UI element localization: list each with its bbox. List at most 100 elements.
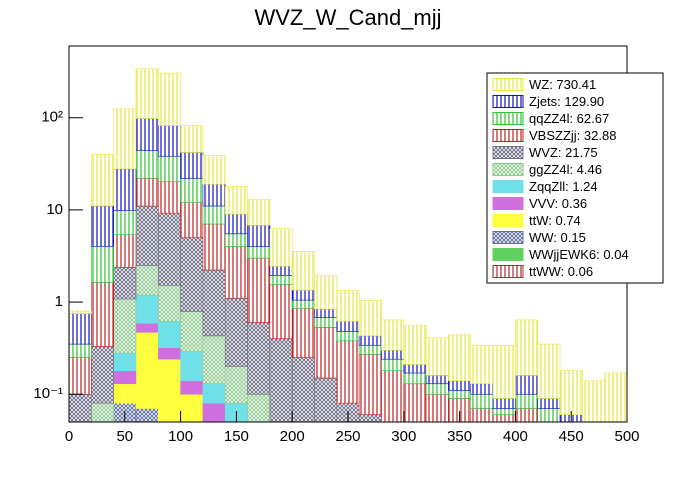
bar-segment (202, 155, 226, 185)
bar-segment (269, 275, 293, 285)
bar-segment (515, 375, 539, 395)
x-tick-label: 500 (614, 428, 639, 445)
bar-segment (224, 186, 248, 215)
bar-segment (180, 202, 204, 239)
x-tick-label: 0 (65, 428, 73, 445)
bar-segment (582, 380, 605, 423)
bar-segment (515, 319, 539, 376)
bar-segment (135, 322, 159, 333)
bar-segment (537, 343, 561, 399)
bar-segment (202, 269, 226, 337)
bar-segment (314, 308, 338, 318)
bar-segment (180, 237, 204, 312)
y-tick-label: 10 (46, 201, 63, 218)
x-tick-label: 200 (280, 428, 305, 445)
legend-swatch (492, 95, 524, 108)
bar-segment (113, 108, 137, 170)
x-tick-label: 400 (503, 428, 528, 445)
bar-segment (358, 414, 382, 423)
legend-swatch (492, 112, 524, 125)
bar-segment (113, 298, 137, 354)
bar-segment (68, 313, 92, 345)
bar-segment (492, 414, 516, 423)
bar-segment (247, 246, 271, 259)
bar-segment (470, 344, 494, 385)
bar-segment (336, 320, 360, 332)
bar-segment (68, 310, 92, 314)
x-tick-label: 250 (335, 428, 360, 445)
bar-segment (157, 320, 181, 348)
bar-segment (425, 393, 449, 423)
bar-segment (515, 408, 539, 423)
legend-label: WWjjEWK6: 0.04 (529, 247, 629, 262)
legend-swatch (492, 214, 524, 227)
bar-segment (202, 402, 226, 423)
legend-swatch (492, 231, 524, 244)
bar-segment (492, 344, 516, 399)
bar-segment (202, 183, 226, 207)
legend-label: WVZ: 21.75 (529, 145, 598, 160)
bar-segment (247, 322, 271, 395)
bar-segment (91, 282, 114, 347)
bar-segment (381, 370, 405, 423)
bar-segment (224, 297, 248, 367)
bar-segment (180, 380, 204, 395)
bar-segment (336, 290, 360, 322)
bar-segment (135, 118, 159, 151)
legend-swatch (492, 129, 524, 142)
bar-segment (224, 213, 248, 235)
bar-segment (470, 383, 494, 395)
bar-segment (157, 181, 181, 214)
bar-segment (157, 358, 181, 423)
bar-segment (492, 398, 516, 409)
bar-segment (91, 402, 114, 423)
bar-segment (403, 364, 427, 374)
bar-segment (157, 72, 181, 126)
legend-swatch (492, 78, 524, 91)
bar-segment (202, 205, 226, 225)
bar-segment (224, 246, 248, 299)
bar-segment (448, 390, 472, 399)
bar-segment (91, 154, 114, 207)
bar-segment (537, 408, 561, 423)
bar-segment (135, 150, 159, 179)
bar-segment (202, 383, 226, 404)
bar-segment (470, 408, 494, 423)
bar-segment (113, 168, 137, 211)
x-tick-label: 450 (559, 428, 584, 445)
bar-segment (403, 372, 427, 385)
bar-segment (403, 324, 427, 365)
legend-label: ZqqZll: 1.24 (529, 179, 598, 194)
legend-swatch (492, 163, 524, 176)
x-tick-label: 300 (391, 428, 416, 445)
legend-swatch (492, 146, 524, 159)
bar-segment (91, 245, 114, 283)
bar-segment (291, 357, 315, 423)
legend-label: ttW: 0.74 (529, 213, 581, 228)
bar-segment (269, 228, 293, 267)
bar-segment (515, 393, 539, 409)
bar-segment (113, 234, 137, 268)
bar-segment (269, 284, 293, 340)
bar-segment (135, 332, 159, 409)
legend-label: Zjets: 129.90 (529, 94, 604, 109)
legend-label: WZ: 730.41 (529, 77, 596, 92)
legend-label: VBSZZjj: 32.88 (529, 128, 616, 143)
bar-segment (91, 346, 114, 404)
bar-segment (358, 354, 382, 416)
bar-segment (202, 223, 226, 271)
bar-segment (291, 299, 315, 309)
y-tick-label: 10² (41, 109, 63, 126)
bar-segment (180, 311, 204, 352)
bar-segment (180, 152, 204, 179)
bar-segment (180, 178, 204, 203)
bar-segment (247, 257, 271, 323)
bar-segment (269, 265, 293, 276)
x-tick-label: 50 (116, 428, 133, 445)
bar-segment (381, 319, 405, 351)
bar-segment (157, 212, 181, 286)
bar-segment (224, 233, 248, 247)
bar-segment (224, 366, 248, 404)
bar-segment (425, 337, 449, 376)
